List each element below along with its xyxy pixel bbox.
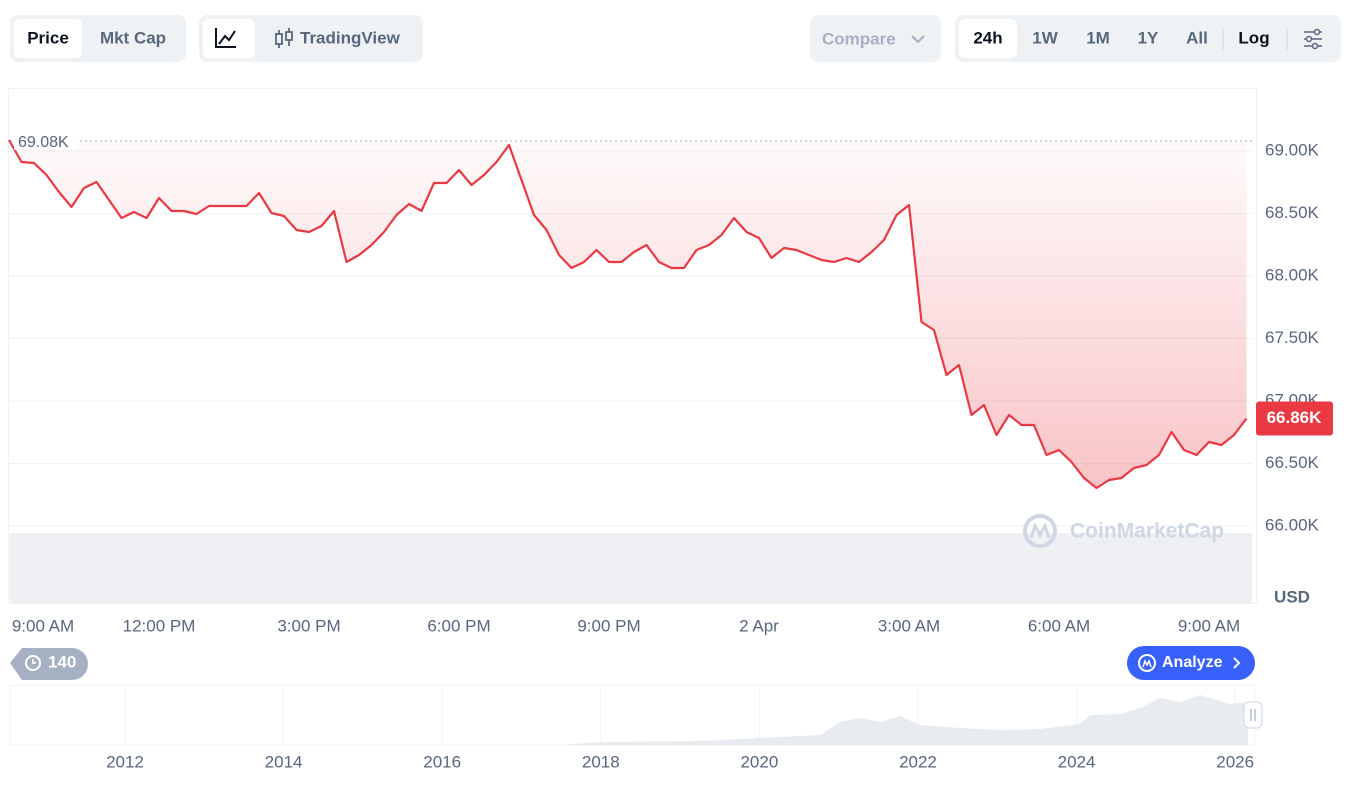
analyze-label[interactable]: Analyze [1162, 654, 1223, 671]
watermark-text: CoinMarketCap [1070, 520, 1224, 543]
high-label: 69.08K [18, 134, 69, 151]
line-icon [215, 28, 236, 48]
tab[interactable]: Mkt Cap [100, 28, 166, 47]
last-price-tag [1256, 401, 1333, 436]
navigator-tick-label: 2016 [423, 752, 461, 771]
y-tick-label: 68.50K [1265, 203, 1320, 222]
tab-selected[interactable] [14, 19, 82, 58]
log-toggle[interactable]: Log [1238, 28, 1269, 47]
navigator-tick-label: 2020 [740, 752, 778, 771]
x-tick-label: 3:00 AM [878, 616, 940, 635]
toolbar: Price Mkt Cap TradingView Compare 24h 1W… [10, 15, 1341, 62]
clock-icon [25, 655, 41, 671]
range[interactable]: All [1186, 28, 1208, 47]
candle-icon [275, 28, 293, 48]
navigator-tick-label: 2018 [582, 752, 620, 771]
range[interactable]: 1W [1032, 28, 1058, 47]
last-price-label: 66.86K [1267, 408, 1323, 427]
navigator-tick-label: 2012 [106, 752, 144, 771]
tab[interactable]: TradingView [300, 28, 401, 47]
x-tick-label: 9:00 AM [12, 616, 74, 635]
price-line [8, 139, 1248, 490]
navigator-handle[interactable] [1243, 701, 1263, 729]
chevron [911, 35, 925, 44]
x-tick-label: 3:00 PM [277, 616, 340, 635]
tab[interactable]: Price [27, 28, 69, 47]
range-group [955, 15, 1341, 62]
navigator-tick-label: 2024 [1058, 752, 1096, 771]
navigator-area [560, 695, 1248, 745]
x-tick-label: 6:00 AM [1028, 616, 1090, 635]
axes: 69.00K68.50K68.00K67.50K67.00K66.50K66.0… [12, 140, 1333, 635]
settings-knob [1305, 35, 1313, 43]
handle-grip [1250, 709, 1256, 721]
x-tick-label: 6:00 PM [427, 616, 490, 635]
watermark-logo [1029, 522, 1051, 539]
clock-hand [32, 659, 36, 664]
x-tick-label: 9:00 AM [1178, 616, 1240, 635]
history-count[interactable]: 140 [48, 652, 76, 671]
watermark: CoinMarketCap [1023, 514, 1224, 548]
y-tick-label: 68.00K [1265, 265, 1320, 284]
volume-area [10, 533, 1252, 604]
unit-label: USD [1274, 587, 1310, 606]
analyze-button[interactable] [1127, 646, 1255, 680]
settings-knob [1313, 28, 1321, 36]
y-tick-label: 66.50K [1265, 453, 1320, 472]
x-tick-label: 2 Apr [739, 616, 779, 635]
high-label-bg [14, 132, 78, 150]
chevron [1233, 657, 1241, 669]
navigator-tick-label: 2022 [899, 752, 937, 771]
x-tick-label: 9:00 PM [577, 616, 640, 635]
analyze-icon [1142, 659, 1152, 668]
plot: 69.08K [8, 132, 1252, 490]
y-tick-label: 67.50K [1265, 328, 1320, 347]
compare-label[interactable]: Compare [822, 29, 896, 48]
analyze-icon [1138, 654, 1156, 672]
navigator-tick-label: 2014 [265, 752, 303, 771]
y-tick-label: 66.00K [1265, 515, 1320, 534]
area-fill [9, 140, 1247, 488]
range[interactable]: 1Y [1138, 28, 1159, 47]
range-selected[interactable] [959, 19, 1017, 58]
range[interactable]: 24h [973, 28, 1002, 47]
watermark-logo [1023, 514, 1057, 548]
y-tick-label: 69.00K [1265, 140, 1320, 159]
range[interactable]: 1M [1086, 28, 1110, 47]
navigator-axis: 2012 2014 2016 2018 2020 2022 2024 2026 [106, 686, 1254, 771]
navigator-tick-label: 2026 [1216, 752, 1254, 771]
x-tick-label: 12:00 PM [123, 616, 196, 635]
settings-knob [1311, 42, 1319, 50]
compare-button[interactable] [810, 15, 941, 62]
